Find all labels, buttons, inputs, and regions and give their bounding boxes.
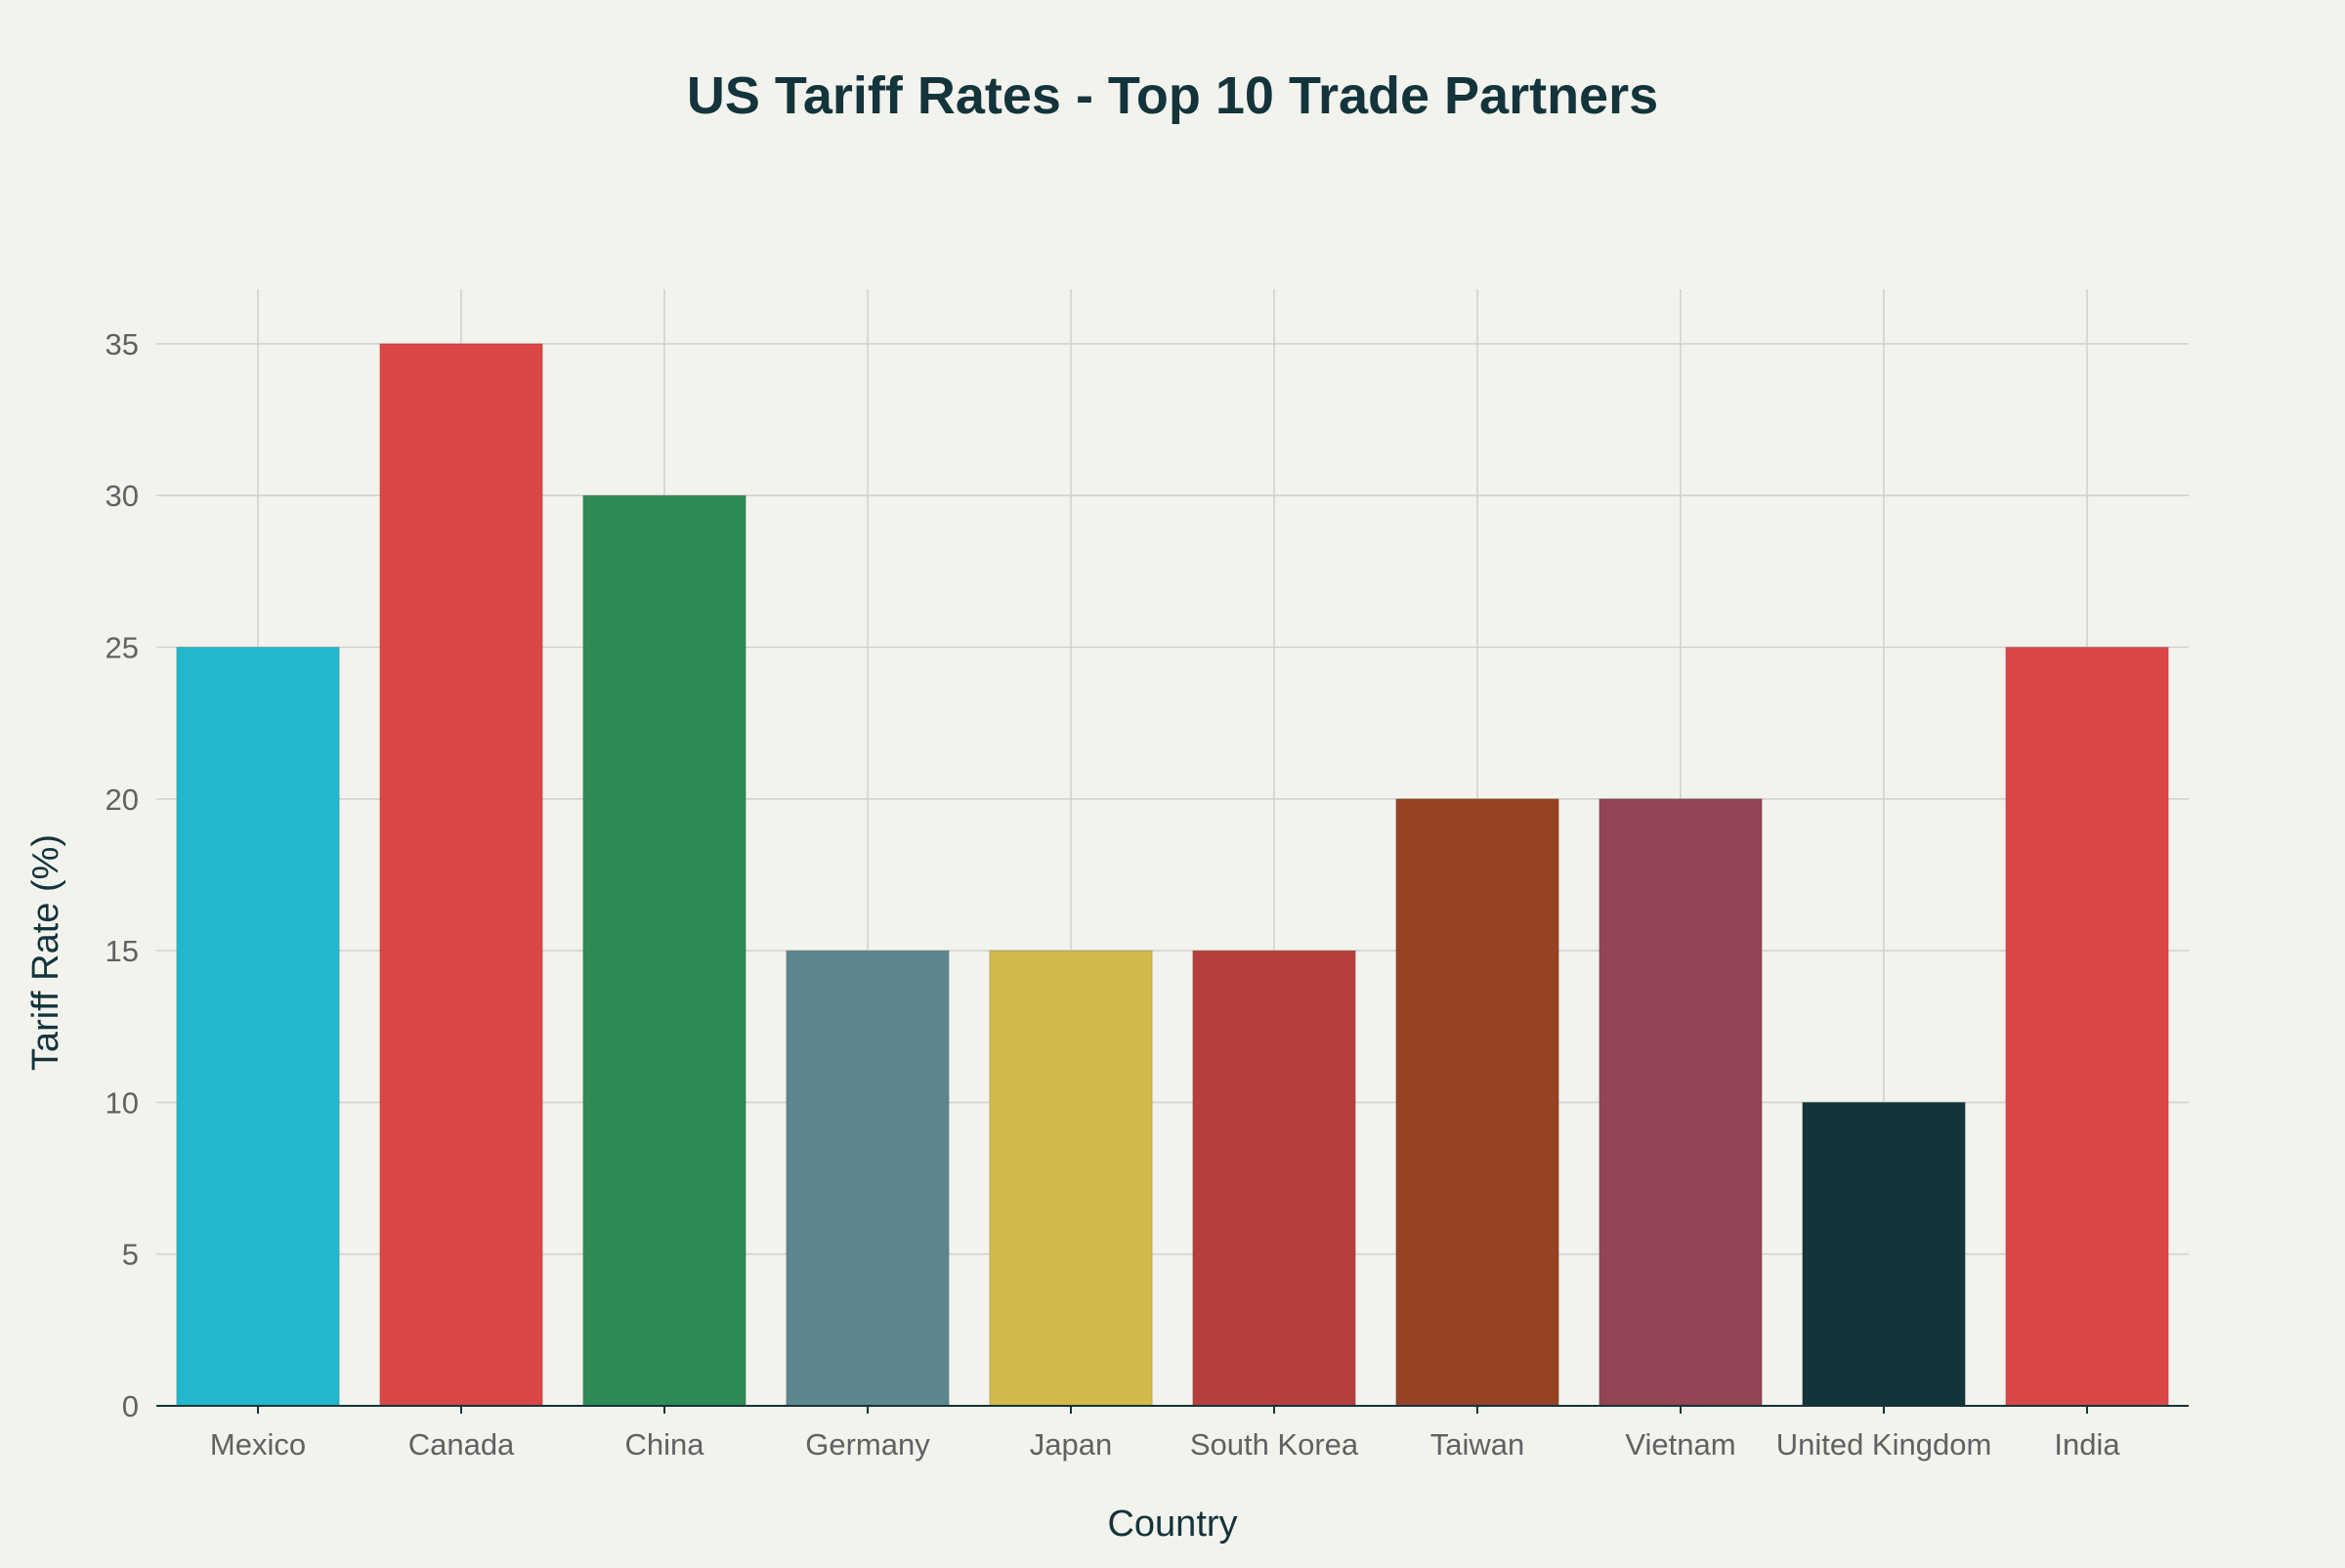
- y-tick-label: 5: [122, 1238, 139, 1272]
- y-tick-label: 20: [106, 783, 139, 817]
- bar-india[interactable]: [2005, 647, 2169, 1407]
- axes: [156, 1405, 2189, 1414]
- bar-united-kingdom[interactable]: [1802, 1101, 1966, 1407]
- x-tick-label: South Korea: [1190, 1427, 1359, 1462]
- tick-labels: 0 5 10 15 20 25 30 35 Mexico Canada China Germany Ja…: [106, 327, 2121, 1462]
- bar-south-korea[interactable]: [1192, 950, 1356, 1407]
- x-tick-label: Taiwan: [1430, 1427, 1525, 1462]
- bar-germany[interactable]: [786, 950, 950, 1407]
- y-axis-title: Tariff Rate (%): [25, 834, 66, 1071]
- bar-vietnam[interactable]: [1599, 798, 1763, 1407]
- y-tick-label: 25: [106, 631, 139, 665]
- y-tick-label: 10: [106, 1085, 139, 1120]
- x-tick-label: Japan: [1030, 1427, 1112, 1462]
- bar-mexico[interactable]: [176, 647, 340, 1407]
- bar-japan[interactable]: [989, 950, 1153, 1407]
- bar-taiwan[interactable]: [1395, 798, 1559, 1407]
- y-tick-label: 35: [106, 327, 139, 361]
- chart-title: US Tariff Rates - Top 10 Trade Partners: [687, 66, 1658, 125]
- x-tick-label: Germany: [805, 1427, 930, 1462]
- y-tick-label: 0: [122, 1389, 139, 1423]
- bars: [176, 343, 2169, 1407]
- x-tick-label: India: [2054, 1427, 2120, 1462]
- x-tick-label: Vietnam: [1625, 1427, 1735, 1462]
- x-tick-label: Canada: [408, 1427, 515, 1462]
- y-tick-label: 30: [106, 479, 139, 513]
- x-tick-label: China: [625, 1427, 705, 1462]
- y-tick-label: 15: [106, 934, 139, 968]
- bar-china[interactable]: [582, 494, 746, 1407]
- bar-canada[interactable]: [379, 343, 543, 1407]
- x-tick-label: Mexico: [210, 1427, 306, 1462]
- x-axis-title: Country: [1107, 1504, 1237, 1545]
- x-tick-label: United Kingdom: [1776, 1427, 1992, 1462]
